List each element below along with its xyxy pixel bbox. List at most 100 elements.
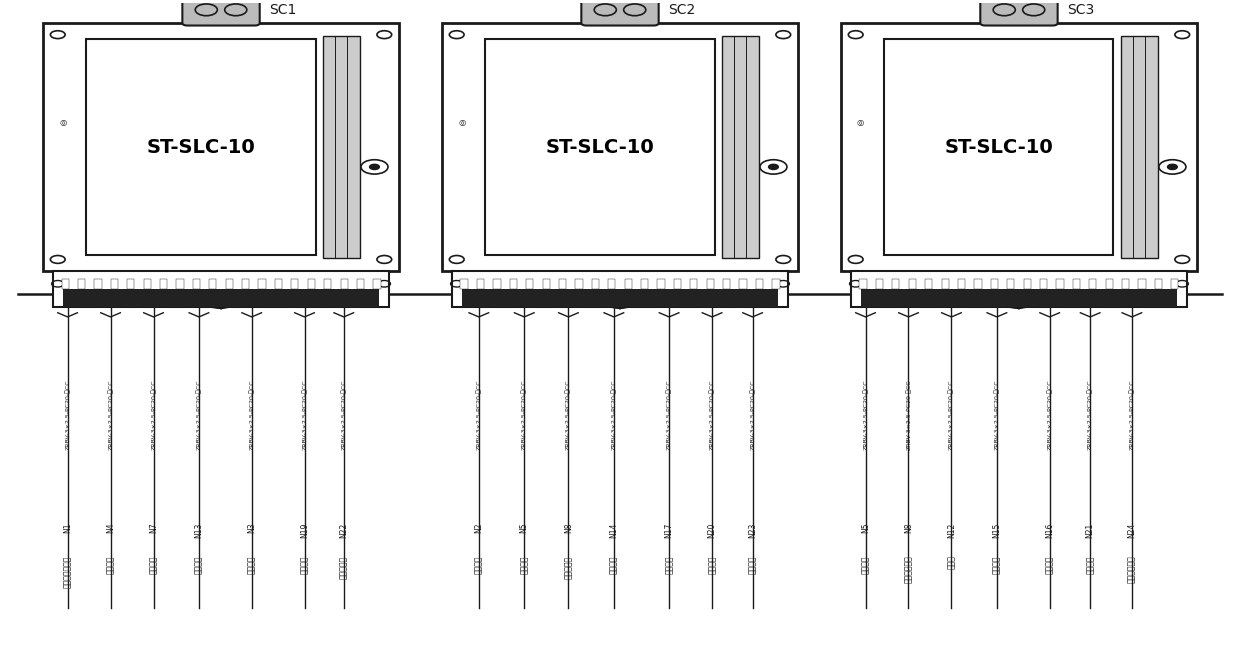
Text: ZRBV-3×2.5-PC20-青CC: ZRBV-3×2.5-PC20-青CC [301,379,308,450]
Bar [451,271,789,307]
Text: N4: N4 [107,523,115,533]
Text: N1: N1 [63,523,72,533]
Text: ST-SLC-10: ST-SLC-10 [146,137,255,156]
Text: N2: N2 [475,523,484,533]
Bar [485,39,714,255]
Bar [128,279,134,289]
Text: ZRBV-3×2.5-PC20-青CC: ZRBV-3×2.5-PC20-青CC [994,379,999,450]
Bar [543,279,549,289]
Text: N19: N19 [300,523,309,538]
Bar [62,279,68,289]
Bar [341,279,347,289]
Text: 大厅黄灯: 大厅黄灯 [107,556,115,574]
Text: ZRBV-3×2.5-PC20-青CC: ZRBV-3×2.5-PC20-青CC [1047,379,1053,450]
Text: ZRBV-3×2.5-PC20-青CC: ZRBV-3×2.5-PC20-青CC [949,379,955,450]
Text: ◎: ◎ [458,117,465,127]
Bar [641,279,649,289]
Text: ZRBV-3×2.5-PC20-青CC: ZRBV-3×2.5-PC20-青CC [196,379,202,450]
Bar [707,279,714,289]
Text: 大厅灯算: 大厅灯算 [520,556,528,574]
Text: 大厅灯插: 大厅灯插 [149,556,157,574]
Text: SC2: SC2 [668,3,696,17]
Bar [575,279,583,289]
Bar [851,271,1187,307]
Bar [608,279,615,289]
Bar [275,279,281,289]
Bar [1121,36,1158,258]
Bar [773,279,780,289]
Bar [991,279,998,289]
Bar [86,39,315,255]
Bar [210,279,217,289]
Circle shape [769,164,779,170]
Text: 办公室插座: 办公室插座 [340,556,348,579]
Bar [43,23,399,271]
Bar [192,279,200,289]
Text: N8: N8 [564,523,573,533]
Text: N13: N13 [195,523,203,538]
Bar [739,279,746,289]
Bar [559,279,567,289]
Bar [909,279,916,289]
Bar [441,23,799,271]
Bar [959,279,965,289]
Bar [1023,279,1030,289]
Text: ZRBV-3×2.5-PC20-青CC: ZRBV-3×2.5-PC20-青CC [64,379,71,450]
Text: N17: N17 [665,523,673,538]
Text: 大厅灯插: 大厅灯插 [247,556,257,574]
Bar [884,39,1114,255]
Text: 大厅黄灯: 大厅黄灯 [195,556,203,574]
Text: ZRBV-3×2.5-PC20-青CC: ZRBV-3×2.5-PC20-青CC [666,379,672,450]
Bar [657,279,665,289]
Text: 卫生间照明电源: 卫生间照明电源 [63,556,72,588]
Bar [63,289,379,307]
Bar [673,279,681,289]
Text: ZRBV-3×2.5-PC20-青CC: ZRBV-3×2.5-PC20-青CC [565,379,572,450]
Text: 墙面射灯: 墙面射灯 [1086,556,1095,574]
Bar [893,279,899,289]
Bar [94,279,102,289]
Text: 大厅灯: 大厅灯 [947,556,956,570]
Bar [226,279,233,289]
Text: ZRBV-3×2.5-PC20-青CC: ZRBV-3×2.5-PC20-青CC [709,379,715,450]
Text: 墙面灯算: 墙面灯算 [708,556,717,574]
Text: ST-SLC-10: ST-SLC-10 [945,137,1053,156]
Bar [461,289,779,307]
Bar [1089,279,1096,289]
Text: N16: N16 [1045,523,1054,538]
Bar [841,23,1197,271]
Text: 大厅插座: 大厅插座 [1045,556,1054,574]
Bar [1138,279,1146,289]
Bar [53,271,389,307]
Text: N20: N20 [708,523,717,538]
Bar [722,36,759,258]
Bar [941,279,949,289]
Bar [625,279,632,289]
Bar [494,279,501,289]
FancyBboxPatch shape [981,0,1058,26]
Text: N5: N5 [520,523,528,533]
Text: 大厅黄灯: 大厅黄灯 [992,556,1002,574]
Bar [925,279,932,289]
Text: N3: N3 [247,523,257,533]
Bar [110,279,118,289]
Bar [861,289,1177,307]
Bar [691,279,697,289]
Text: ZRBV-3×2.5-PC20-青CC: ZRBV-3×2.5-PC20-青CC [522,379,527,450]
Text: ZRBV-3×2.5-PC20-青CC: ZRBV-3×2.5-PC20-青CC [611,379,616,450]
Bar [357,279,365,289]
Text: ZRBV-3×2.5-PC20-青CC: ZRBV-3×2.5-PC20-青CC [863,379,868,450]
Text: 大厅插座: 大厅插座 [665,556,673,574]
Text: N22: N22 [340,523,348,538]
Text: N5: N5 [861,523,870,533]
Text: ZRBV-3×2.5-PC20-青CC: ZRBV-3×2.5-PC20-青CC [750,379,755,450]
Bar [1122,279,1130,289]
Text: ◎: ◎ [60,117,66,127]
Text: 墙面灯算: 墙面灯算 [748,556,758,574]
Text: 公室照明电源: 公室照明电源 [904,556,913,583]
Bar [258,279,265,289]
Text: ZRBV-3×2.5-PC20-青CC: ZRBV-3×2.5-PC20-青CC [151,379,156,450]
Bar [591,279,599,289]
Bar [144,279,151,289]
Text: N8: N8 [904,523,913,533]
